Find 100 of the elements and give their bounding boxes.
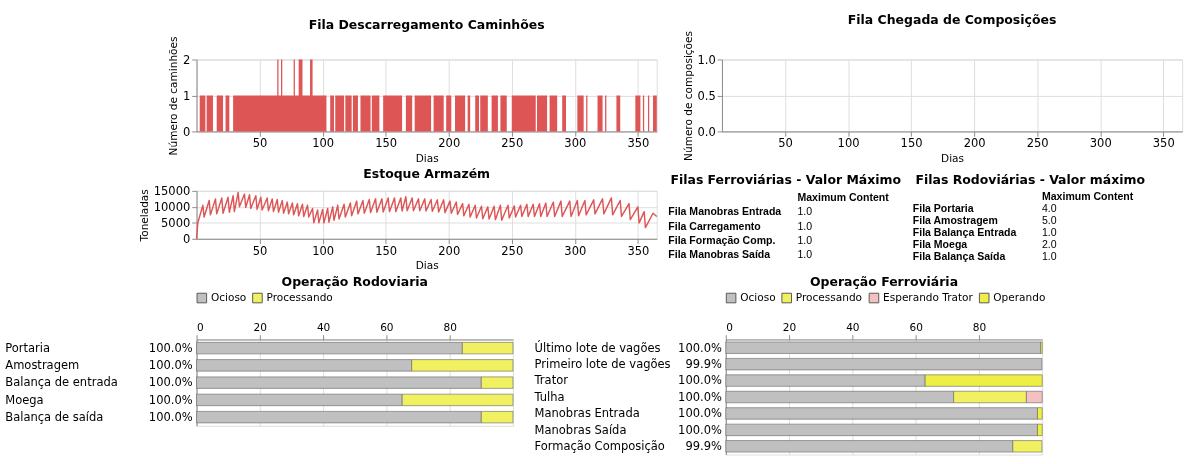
x-tick-label: 200 bbox=[438, 136, 461, 151]
text: 1.0 bbox=[797, 234, 813, 247]
text: Maximum Content bbox=[797, 190, 890, 203]
x-tick-label: 40 bbox=[316, 321, 331, 334]
x-tick-label: 350 bbox=[627, 243, 650, 258]
chart-title: Operação Ferroviária bbox=[809, 273, 959, 289]
total-label: 100.0% bbox=[678, 422, 723, 437]
x-tick-label: 40 bbox=[846, 321, 860, 334]
total-label: 100.0% bbox=[148, 340, 193, 355]
category-label: Fila Moega bbox=[912, 237, 968, 250]
x-axis-title: Dias bbox=[415, 151, 439, 164]
x-tick-label: 60 bbox=[909, 321, 923, 334]
x-tick-label: 250 bbox=[501, 136, 524, 151]
y-tick-label: 2 bbox=[182, 52, 191, 67]
category-label: Fila Amostragem bbox=[912, 213, 998, 226]
total-label: 99.9% bbox=[685, 356, 723, 371]
x-tick-label: 0 bbox=[197, 321, 204, 334]
x-tick-label: 300 bbox=[564, 243, 587, 258]
x-tick-label: 60 bbox=[380, 321, 394, 334]
x-tick-label: 350 bbox=[627, 136, 650, 151]
category-label: Fila Formação Comp. bbox=[668, 234, 776, 247]
x-tick-label: 200 bbox=[438, 243, 461, 258]
total-label: 99.9% bbox=[685, 439, 723, 454]
chart-title: Operação Rodoviaria bbox=[281, 273, 428, 289]
category-label: Fila Manobras Saída bbox=[668, 248, 771, 261]
text: 1.0 bbox=[797, 205, 813, 218]
text: 1.0 bbox=[797, 219, 813, 232]
text: 1.0 bbox=[1041, 225, 1057, 238]
total-label: 100.0% bbox=[148, 409, 193, 424]
y-tick-label: Balança de saída bbox=[5, 409, 104, 424]
x-tick-label: 150 bbox=[375, 136, 398, 151]
x-axis-title: Dias bbox=[941, 151, 965, 164]
x-tick-label: 300 bbox=[1089, 136, 1112, 151]
y-tick-label: Manobras Entrada bbox=[534, 406, 640, 421]
total-label: 100.0% bbox=[148, 392, 193, 407]
line-series bbox=[195, 191, 658, 240]
text: 1.0 bbox=[1041, 249, 1057, 262]
x-tick-label: 100 bbox=[837, 136, 860, 151]
x-tick-label: 250 bbox=[501, 243, 524, 258]
text: Maximum Content bbox=[1041, 189, 1134, 202]
x-tick-label: 300 bbox=[564, 136, 587, 151]
legend-label: Operando bbox=[993, 290, 1046, 303]
y-tick-label: 10000 bbox=[153, 200, 191, 215]
chart-title: Fila Chegada de Composições bbox=[847, 11, 1057, 27]
y-tick-label: Manobras Saída bbox=[534, 422, 627, 437]
x-tick-label: 100 bbox=[312, 136, 335, 151]
y-tick-label: Amostragem bbox=[5, 358, 80, 373]
x-tick-label: 50 bbox=[778, 136, 793, 151]
total-label: 100.0% bbox=[678, 389, 723, 404]
y-axis-title: Número de caminhões bbox=[167, 36, 180, 156]
y-axis-title: Toneladas bbox=[137, 189, 150, 243]
text: 4.0 bbox=[1041, 201, 1057, 214]
text: Filas Rodoviárias - Valor máximo bbox=[915, 172, 1146, 188]
category-label: Fila Balança Saída bbox=[912, 249, 1006, 262]
legend-label: Processando bbox=[266, 290, 333, 303]
x-tick-label: 150 bbox=[900, 136, 923, 151]
y-tick-label: 0.5 bbox=[697, 88, 716, 103]
y-tick-label: Portaria bbox=[5, 340, 51, 355]
category-label: Fila Manobras Entrada bbox=[668, 205, 782, 218]
legend-label: Processando bbox=[795, 290, 863, 303]
x-tick-label: 350 bbox=[1152, 136, 1175, 151]
y-tick-label: 1 bbox=[182, 88, 191, 103]
y-axis-title: Número de composições bbox=[681, 30, 694, 161]
text: Filas Ferroviárias - Valor Máximo bbox=[670, 172, 902, 188]
y-tick-label: 1.0 bbox=[697, 52, 716, 67]
x-axis-title: Dias bbox=[415, 259, 439, 272]
bar bbox=[725, 358, 1043, 371]
legend-label: Esperando Trator bbox=[883, 290, 974, 303]
y-tick-label: Último lote de vagões bbox=[534, 339, 661, 355]
text: 2.0 bbox=[1041, 237, 1057, 250]
x-tick-label: 50 bbox=[252, 136, 268, 151]
total-label: 100.0% bbox=[148, 358, 193, 373]
category-label: Fila Balança Entrada bbox=[912, 225, 1017, 238]
x-tick-label: 80 bbox=[972, 321, 987, 334]
x-tick-label: 200 bbox=[963, 136, 986, 151]
legend-label: Ocioso bbox=[210, 290, 247, 303]
y-tick-label: Trator bbox=[533, 373, 569, 388]
category-label: Fila Carregamento bbox=[668, 219, 762, 232]
total-label: 100.0% bbox=[678, 373, 723, 388]
x-tick-label: 20 bbox=[253, 321, 268, 334]
legend-label: Ocioso bbox=[740, 290, 776, 303]
y-tick-label: 0 bbox=[182, 232, 191, 247]
y-tick-label: Tulha bbox=[533, 389, 565, 404]
y-tick-label: Formação Composição bbox=[534, 439, 665, 454]
text: 5.0 bbox=[1041, 213, 1057, 226]
total-label: 100.0% bbox=[678, 406, 723, 421]
total-label: 100.0% bbox=[678, 340, 723, 355]
y-tick-label: 0.0 bbox=[697, 124, 716, 139]
text: 1.0 bbox=[797, 248, 813, 261]
x-tick-label: 100 bbox=[312, 243, 335, 258]
y-tick-label: 5000 bbox=[161, 216, 191, 231]
y-tick-label: 0 bbox=[182, 124, 191, 139]
x-tick-label: 50 bbox=[252, 243, 268, 258]
y-tick-label: 15000 bbox=[153, 184, 191, 199]
y-tick-label: Moega bbox=[5, 392, 44, 407]
x-tick-label: 150 bbox=[375, 243, 398, 258]
total-label: 100.0% bbox=[148, 375, 193, 390]
chart-title: Estoque Armazém bbox=[363, 166, 491, 182]
x-tick-label: 20 bbox=[782, 321, 797, 334]
x-tick-label: 0 bbox=[726, 321, 733, 334]
